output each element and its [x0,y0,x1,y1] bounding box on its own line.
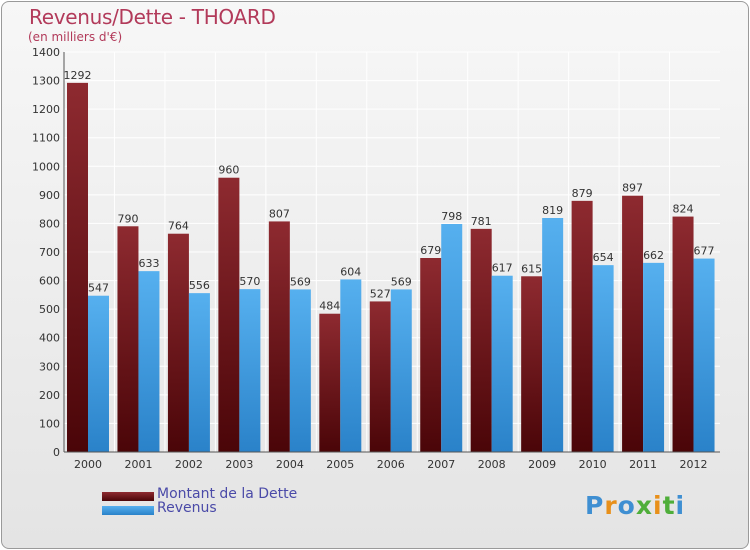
value-label-revenus: 819 [542,204,563,217]
bar-revenus [491,275,513,452]
value-label-revenus: 798 [441,210,462,223]
value-label-revenus: 570 [239,275,260,288]
label-layer: 1292 547 790 633 764 556 960 570 807 569 484 604 527… [64,69,715,313]
bar-revenus [441,224,463,452]
y-tick-label: 500 [39,303,60,316]
bar-dette [470,228,492,452]
value-label-revenus: 633 [138,257,159,270]
value-label-dette: 1292 [64,69,92,82]
value-label-dette: 807 [269,207,290,220]
legend-label-dette: Montant de la Dette [157,486,298,502]
y-tick-label: 200 [39,389,60,402]
value-label-dette: 960 [218,164,239,177]
bar-layer [67,82,715,452]
bar-revenus [289,289,311,452]
value-label-dette: 879 [572,187,593,200]
x-tick-label: 2011 [629,458,657,471]
bar-revenus [390,289,412,452]
value-label-dette: 527 [370,287,391,300]
value-label-dette: 790 [117,212,138,225]
legend-swatch-dette [102,492,154,501]
bar-dette [319,313,341,452]
value-label-revenus: 569 [391,275,412,288]
bar-revenus [88,295,109,452]
y-tick-label: 300 [39,360,60,373]
value-label-dette: 781 [471,215,492,228]
y-tick-label: 1300 [32,75,60,88]
x-tick-label: 2007 [427,458,455,471]
value-label-dette: 897 [622,182,643,195]
value-label-revenus: 556 [189,279,210,292]
x-tick-label: 2003 [225,458,253,471]
bar-dette [571,200,593,452]
x-tick-label: 2006 [377,458,405,471]
bar-revenus [643,262,665,452]
bar-revenus [340,279,362,452]
bar-dette [167,233,189,452]
bar-dette [672,216,694,452]
bar-dette [420,258,442,452]
value-label-dette: 679 [420,244,441,257]
y-tick-label: 1100 [32,132,60,145]
bar-revenus [693,258,715,452]
y-tick-label: 1200 [32,103,60,116]
bar-dette [117,226,139,452]
bar-dette [268,221,290,452]
bar-dette [67,82,88,452]
y-tick-label: 900 [39,189,60,202]
value-label-dette: 764 [168,220,189,233]
y-tick-label: 800 [39,217,60,230]
value-label-revenus: 569 [290,275,311,288]
value-label-revenus: 654 [593,251,614,264]
y-tick-label: 0 [53,446,60,459]
proxiti-logo: Proxiti [585,491,686,520]
chart-title: Revenus/Dette - THOARD [29,5,276,29]
x-tick-label: 2010 [579,458,607,471]
x-tick-label: 2005 [326,458,354,471]
bar-revenus [188,293,210,452]
y-tick-label: 400 [39,332,60,345]
bar-dette [622,195,644,452]
x-tick-label: 2004 [276,458,304,471]
y-tick-label: 700 [39,246,60,259]
legend-label-revenus: Revenus [157,500,217,516]
axis-layer: 0 100 200 300 400 500 600 700 800 900 1000 1100 1200… [32,46,720,471]
bar-revenus [542,218,564,452]
y-tick-label: 100 [39,417,60,430]
value-label-dette: 824 [673,203,694,216]
value-label-revenus: 662 [643,249,664,262]
x-tick-label: 2012 [680,458,708,471]
x-tick-label: 2002 [175,458,203,471]
value-label-revenus: 617 [492,262,513,275]
bar-revenus [239,289,261,452]
value-label-revenus: 547 [88,282,109,295]
x-tick-label: 2001 [124,458,152,471]
x-tick-label: 2008 [478,458,506,471]
bar-revenus [592,265,614,452]
value-label-dette: 484 [319,300,340,313]
value-label-revenus: 677 [694,245,715,258]
chart-subtitle: (en milliers d'€) [28,30,123,44]
bar-dette [521,276,543,452]
value-label-revenus: 604 [340,265,361,278]
bar-dette [369,301,391,452]
bar-dette [218,177,240,452]
legend-swatch-revenus [102,506,154,515]
y-tick-label: 1400 [32,46,60,59]
x-tick-label: 2000 [74,458,102,471]
y-tick-label: 600 [39,275,60,288]
value-label-dette: 615 [521,262,542,275]
bar-revenus [138,271,160,452]
x-tick-label: 2009 [528,458,556,471]
y-tick-label: 1000 [32,160,60,173]
